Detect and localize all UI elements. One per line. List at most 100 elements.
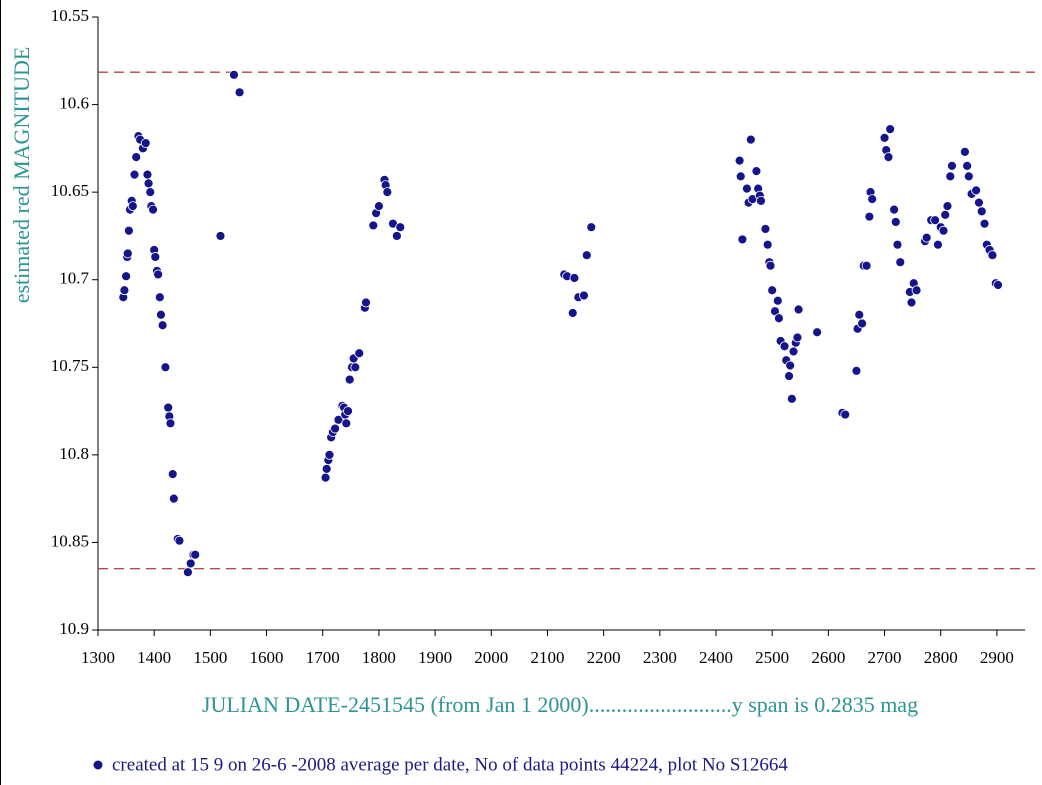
data-point (774, 313, 784, 324)
data-point (735, 171, 746, 182)
data-point (930, 215, 941, 226)
data-point (567, 308, 578, 318)
data-point (940, 210, 951, 220)
data-point (160, 362, 171, 373)
data-point (933, 239, 943, 250)
data-point (979, 218, 990, 229)
data-point (119, 285, 130, 296)
x-tick-label: 1500 (193, 648, 227, 667)
data-point (330, 423, 340, 434)
x-tick-label: 1800 (362, 648, 396, 667)
data-point (140, 138, 151, 149)
data-point (354, 348, 365, 359)
data-point (864, 211, 875, 222)
data-point (182, 567, 193, 578)
y-tick-label: 10.7 (59, 269, 89, 288)
x-tick-label: 2300 (643, 648, 677, 667)
data-point (129, 169, 140, 180)
x-tick-label: 2700 (868, 648, 902, 667)
legend-label: created at 15 9 on 26-6 -2008 average pe… (112, 754, 788, 775)
data-point (145, 187, 156, 198)
data-point (569, 273, 580, 283)
x-tick-label: 1700 (306, 648, 340, 667)
data-point (122, 248, 133, 259)
data-point (861, 260, 872, 271)
x-tick-label: 2600 (811, 648, 845, 667)
data-point (767, 285, 778, 296)
data-point (229, 69, 239, 80)
data-point (368, 220, 379, 231)
data-point (215, 231, 226, 241)
x-tick-label: 1300 (81, 648, 115, 667)
data-point (163, 402, 174, 413)
data-point (165, 418, 176, 429)
data-point (779, 341, 790, 352)
data-point (142, 169, 153, 180)
data-point (157, 320, 168, 331)
data-point (906, 297, 917, 308)
data-point (382, 187, 393, 198)
y-tick-label: 10.75 (51, 356, 89, 375)
data-point (911, 285, 922, 296)
y-tick-label: 10.8 (59, 444, 89, 463)
legend-marker (93, 760, 103, 770)
data-point (889, 204, 899, 215)
data-point (320, 472, 331, 483)
x-axis-title: JULIAN DATE-2451545 (from Jan 1 2000)...… (202, 692, 918, 717)
data-point (793, 304, 804, 315)
data-point (121, 271, 131, 282)
data-point (374, 201, 384, 212)
data-point (143, 178, 154, 189)
data-point (885, 124, 896, 134)
data-point (785, 360, 796, 371)
data-point (581, 250, 592, 261)
x-tick-label: 2100 (530, 648, 564, 667)
data-point (123, 225, 134, 236)
data-point (784, 371, 794, 381)
data-point (350, 362, 361, 373)
data-point (742, 183, 752, 194)
data-point (938, 225, 949, 236)
y-axis-title: estimated red MAGNITUDE (9, 47, 34, 304)
x-tick-label: 2500 (755, 648, 789, 667)
data-point (772, 295, 783, 306)
data-point (751, 166, 762, 177)
data-point (812, 327, 823, 338)
y-tick-label: 10.85 (51, 531, 89, 550)
data-point (156, 309, 166, 320)
data-point (976, 206, 987, 217)
data-point (762, 239, 773, 250)
data-point (190, 549, 201, 560)
data-point (361, 297, 371, 308)
data-point (971, 185, 982, 196)
data-point (168, 493, 179, 504)
data-point (234, 87, 245, 98)
x-tick-label: 1400 (137, 648, 171, 667)
data-point (760, 224, 771, 234)
data-point (993, 280, 1003, 290)
data-point (344, 374, 355, 385)
data-point (131, 152, 142, 163)
data-point (788, 346, 799, 357)
data-point (737, 234, 748, 245)
data-point (579, 290, 589, 301)
x-tick-label: 2000 (474, 648, 508, 667)
x-tick-label: 2200 (587, 648, 621, 667)
data-point (148, 204, 158, 215)
data-point (745, 134, 756, 145)
y-tick-label: 10.55 (51, 6, 89, 25)
data-point (792, 332, 803, 343)
data-point (883, 152, 894, 163)
data-point (942, 201, 953, 212)
data-point (167, 469, 178, 480)
data-point (586, 222, 597, 233)
data-point (959, 146, 970, 157)
data-point (154, 292, 165, 303)
data-point (892, 239, 903, 250)
data-point (840, 409, 851, 420)
x-tick-label: 2400 (699, 648, 733, 667)
data-point (391, 231, 402, 241)
data-point (921, 232, 932, 243)
data-point (974, 197, 984, 208)
y-tick-label: 10.6 (59, 93, 89, 112)
